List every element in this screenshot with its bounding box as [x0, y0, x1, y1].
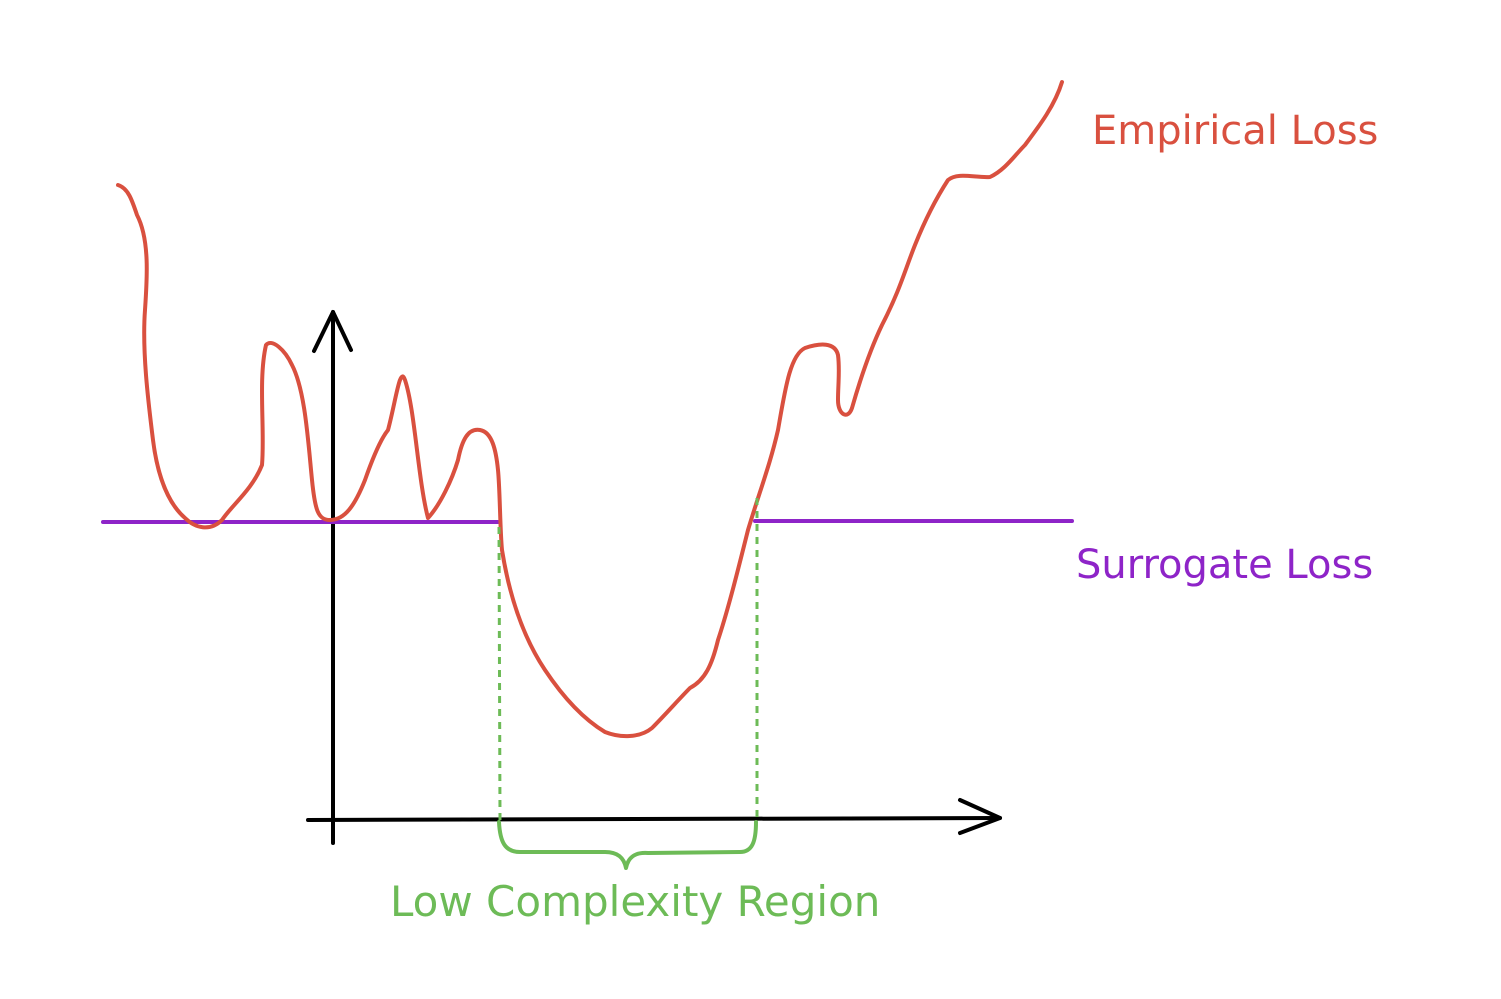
empirical-loss-curve — [116, 80, 1064, 739]
region-left-guide — [497, 526, 502, 821]
low-complexity-region-label: Low Complexity Region — [390, 877, 881, 926]
y-axis — [312, 310, 353, 845]
x-axis — [306, 798, 1002, 835]
y-axis-arrowhead — [312, 310, 353, 353]
region-brace — [497, 820, 758, 870]
surrogate-loss-label: Surrogate Loss — [1076, 542, 1374, 588]
empirical-loss-label: Empirical Loss — [1092, 108, 1379, 154]
low-complexity-region-marker — [497, 498, 759, 870]
x-axis-arrowhead — [958, 798, 1002, 835]
surrogate-loss-line — [101, 519, 1074, 524]
